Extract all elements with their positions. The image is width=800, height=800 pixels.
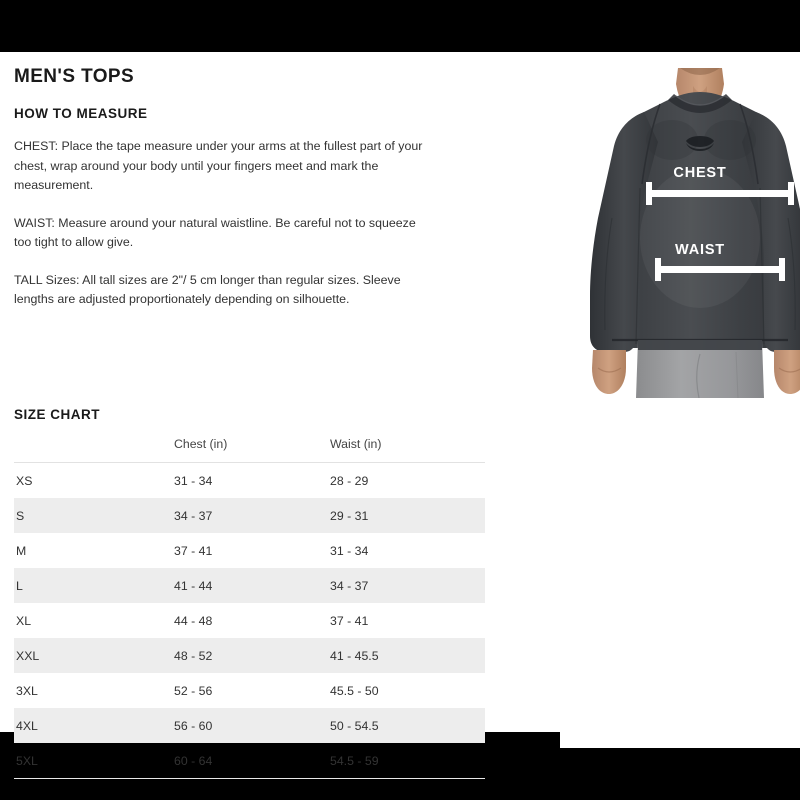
size-chart-heading: SIZE CHART <box>14 407 100 423</box>
size-chart-body: XS 31 - 34 28 - 29 S 34 - 37 29 - 31 M 37 - 41 3… <box>14 463 485 779</box>
cell-chest: 31 - 34 <box>174 473 213 488</box>
column-header-waist: Waist (in) <box>330 436 382 451</box>
tall-sizes-instruction-text: TALL Sizes: All tall sizes are 2"/ 5 cm … <box>14 272 401 307</box>
cell-chest: 52 - 56 <box>174 683 213 698</box>
waist-measure-label: WAIST <box>675 242 725 258</box>
cell-chest: 37 - 41 <box>174 543 213 558</box>
cell-waist: 54.5 - 59 <box>330 753 379 768</box>
waist-instruction-text: WAIST: Measure around your natural waist… <box>14 215 416 250</box>
cell-chest: 34 - 37 <box>174 508 213 523</box>
table-row: S 34 - 37 29 - 31 <box>14 498 485 533</box>
waist-measurement-indicator: WAIST <box>655 242 785 281</box>
cell-chest: 44 - 48 <box>174 613 213 628</box>
cell-waist: 34 - 37 <box>330 578 369 593</box>
column-header-chest: Chest (in) <box>174 436 228 451</box>
cell-size: 3XL <box>16 683 38 698</box>
table-row: XL 44 - 48 37 - 41 <box>14 603 485 638</box>
cell-size: XL <box>16 613 32 628</box>
cell-size: XXL <box>16 648 40 663</box>
cell-size: L <box>16 578 23 593</box>
cell-waist: 28 - 29 <box>330 473 369 488</box>
product-image: CHEST WAIST male model wearing dark gray… <box>560 68 800 748</box>
cell-waist: 31 - 34 <box>330 543 369 558</box>
cell-size: S <box>16 508 25 523</box>
model-shorts <box>636 340 764 398</box>
how-to-measure-heading: HOW TO MEASURE <box>14 106 148 121</box>
chest-instruction-text: CHEST: Place the tape measure under your… <box>14 139 423 192</box>
table-row: M 37 - 41 31 - 34 <box>14 533 485 568</box>
cell-size: XS <box>16 473 33 488</box>
table-row: 5XL 60 - 64 54.5 - 59 <box>14 743 485 779</box>
table-row: 4XL 56 - 60 50 - 54.5 <box>14 708 485 743</box>
chest-measurement-indicator: CHEST <box>646 165 794 205</box>
cell-size: 4XL <box>16 718 38 733</box>
page-title: MEN'S TOPS <box>14 66 135 87</box>
measurement-guide-column: MEN'S TOPS HOW TO MEASURE CHEST: Place t… <box>14 66 492 310</box>
under-armour-logo-icon <box>686 136 714 151</box>
cell-waist: 37 - 41 <box>330 613 369 628</box>
size-chart-header: Chest (in) Waist (in) <box>14 426 485 463</box>
column-header-size <box>14 426 174 463</box>
cell-waist: 41 - 45.5 <box>330 648 379 663</box>
cell-waist: 50 - 54.5 <box>330 718 379 733</box>
table-row: L 41 - 44 34 - 37 <box>14 568 485 603</box>
cell-chest: 60 - 64 <box>174 753 213 768</box>
model-illustration: CHEST WAIST <box>560 68 800 398</box>
size-chart-table: Chest (in) Waist (in) XS 31 - 34 28 - 29 S 3… <box>14 426 485 779</box>
cell-chest: 41 - 44 <box>174 578 213 593</box>
cell-size: M <box>16 543 27 558</box>
cell-chest: 48 - 52 <box>174 648 213 663</box>
compression-shirt <box>590 92 800 352</box>
table-row: 3XL 52 - 56 45.5 - 50 <box>14 673 485 708</box>
chest-measure-label: CHEST <box>673 165 726 181</box>
cell-waist: 29 - 31 <box>330 508 369 523</box>
table-row: XXL 48 - 52 41 - 45.5 <box>14 638 485 673</box>
table-row: XS 31 - 34 28 - 29 <box>14 463 485 499</box>
content-band: MEN'S TOPS HOW TO MEASURE CHEST: Place t… <box>0 52 800 779</box>
table-header-row: Chest (in) Waist (in) <box>14 426 485 463</box>
model-hands <box>592 350 800 394</box>
cell-size: 5XL <box>16 753 38 768</box>
cell-waist: 45.5 - 50 <box>330 683 379 698</box>
cell-chest: 56 - 60 <box>174 718 213 733</box>
